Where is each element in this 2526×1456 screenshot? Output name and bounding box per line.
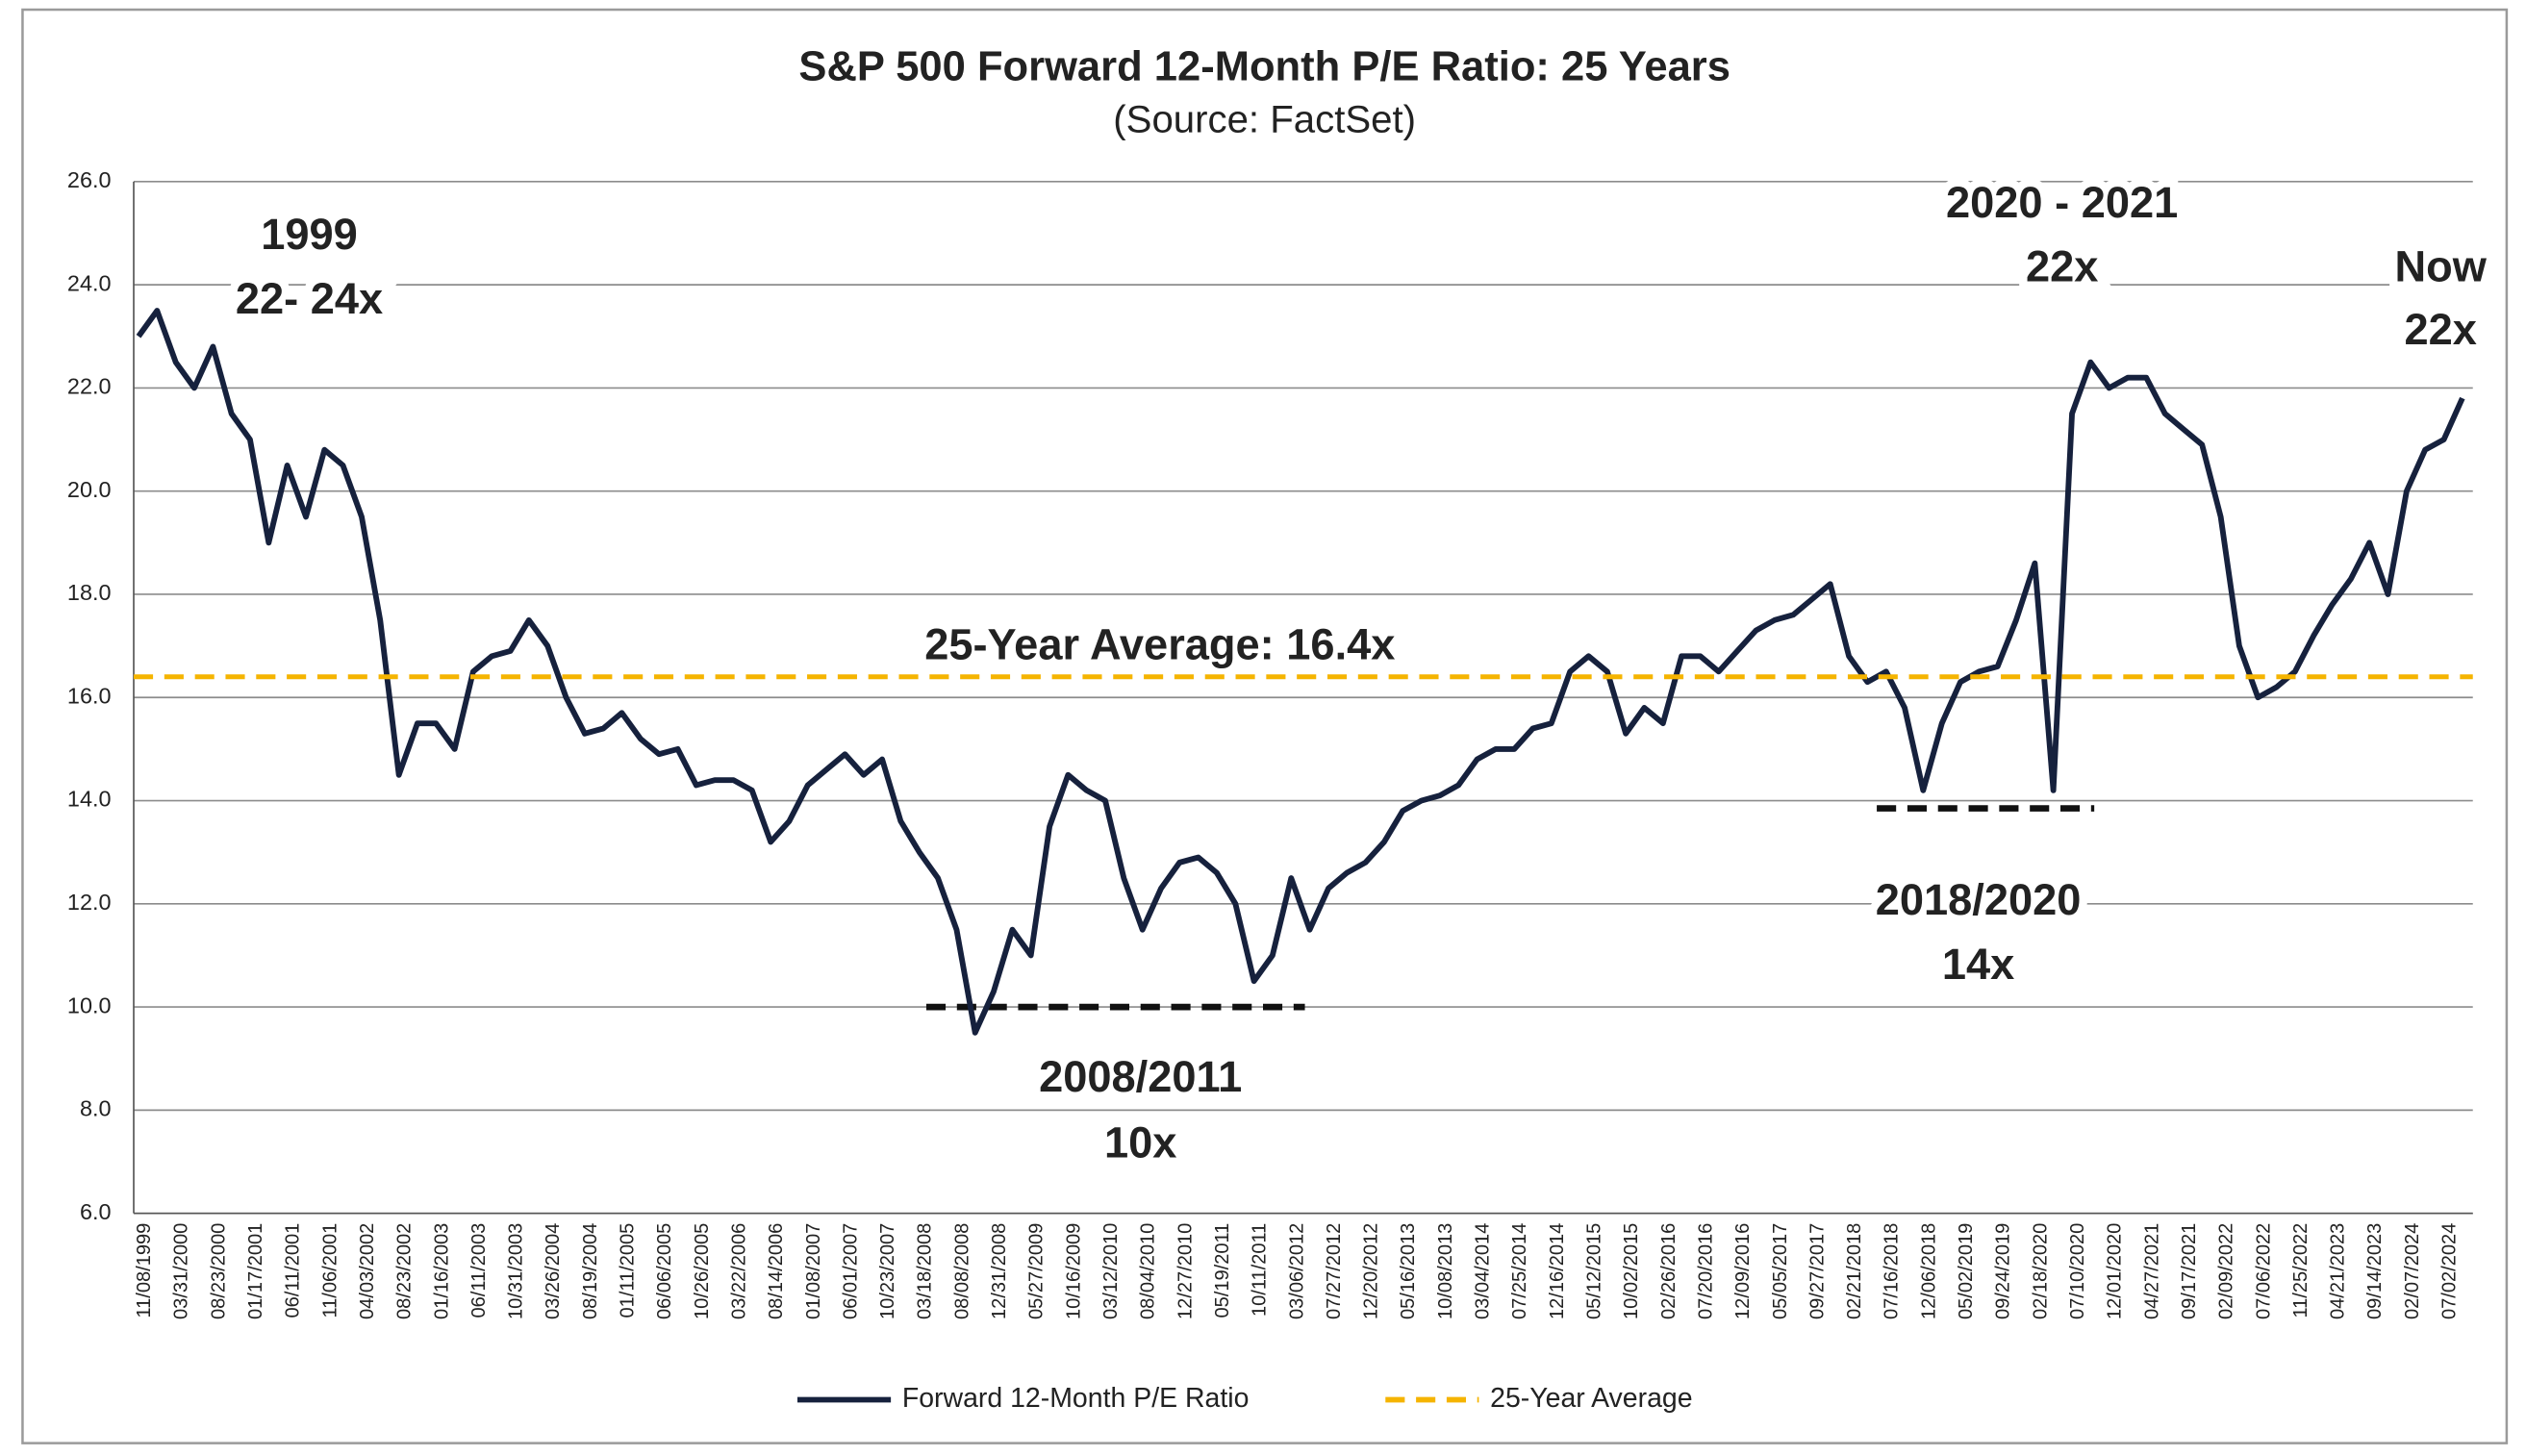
annotation: 22- 24x xyxy=(236,274,383,323)
x-tick-label: 09/24/2019 xyxy=(1993,1223,2014,1319)
x-tick-label: 04/27/2021 xyxy=(2141,1223,2162,1319)
x-tick-label: 03/04/2014 xyxy=(1473,1223,1494,1319)
x-tick-label: 06/11/2003 xyxy=(468,1223,490,1318)
x-tick-label: 06/01/2007 xyxy=(840,1223,861,1319)
x-tick-label: 06/11/2001 xyxy=(283,1223,304,1318)
legend-label: Forward 12-Month P/E Ratio xyxy=(902,1383,1250,1414)
x-tick-label: 06/06/2005 xyxy=(654,1223,675,1319)
x-tick-label: 08/14/2006 xyxy=(766,1223,787,1319)
x-tick-label: 04/03/2002 xyxy=(357,1223,378,1319)
x-tick-label: 07/20/2016 xyxy=(1695,1223,1716,1319)
x-tick-label: 09/27/2017 xyxy=(1806,1223,1828,1319)
x-tick-label: 12/27/2010 xyxy=(1175,1223,1196,1319)
x-tick-label: 10/08/2013 xyxy=(1435,1223,1456,1319)
y-tick-label: 24.0 xyxy=(67,270,112,295)
x-tick-label: 08/23/2002 xyxy=(394,1223,416,1319)
x-tick-label: 10/11/2011 xyxy=(1250,1223,1271,1317)
annotation: 10x xyxy=(1104,1117,1176,1167)
annotation: Now xyxy=(2395,242,2488,291)
x-tick-label: 10/02/2015 xyxy=(1621,1223,1642,1319)
x-tick-label: 02/07/2024 xyxy=(2402,1223,2423,1319)
legend-label: 25-Year Average xyxy=(1490,1383,1692,1414)
x-tick-label: 01/17/2001 xyxy=(245,1223,266,1319)
y-tick-label: 10.0 xyxy=(67,992,112,1017)
y-tick-label: 6.0 xyxy=(80,1199,112,1224)
annotation: 22x xyxy=(2026,242,2098,291)
chart-title: S&P 500 Forward 12-Month P/E Ratio: 25 Y… xyxy=(798,43,1730,89)
x-tick-label: 12/01/2020 xyxy=(2105,1223,2126,1319)
x-tick-label: 05/16/2013 xyxy=(1398,1223,1419,1319)
x-tick-label: 07/27/2012 xyxy=(1324,1223,1345,1319)
x-tick-label: 02/26/2016 xyxy=(1658,1223,1680,1319)
x-tick-label: 10/16/2009 xyxy=(1063,1223,1084,1319)
annotation: 2020 - 2021 xyxy=(1946,178,2178,227)
annotation: 2018/2020 xyxy=(1876,875,2082,924)
annotation: 2008/2011 xyxy=(1039,1052,1242,1101)
x-tick-label: 01/08/2007 xyxy=(803,1223,824,1319)
x-tick-label: 09/14/2023 xyxy=(2364,1223,2386,1319)
x-tick-label: 10/26/2005 xyxy=(692,1223,713,1319)
y-tick-label: 12.0 xyxy=(67,890,112,915)
x-tick-label: 08/04/2010 xyxy=(1138,1223,1159,1319)
y-tick-label: 8.0 xyxy=(80,1096,112,1121)
x-tick-label: 11/06/2001 xyxy=(319,1223,341,1318)
x-tick-label: 12/09/2016 xyxy=(1732,1223,1754,1319)
x-tick-label: 03/18/2008 xyxy=(915,1223,936,1319)
x-tick-label: 07/10/2020 xyxy=(2067,1223,2088,1319)
x-tick-label: 12/20/2012 xyxy=(1361,1223,1382,1319)
x-tick-label: 08/23/2000 xyxy=(208,1223,229,1319)
y-tick-label: 26.0 xyxy=(67,167,112,192)
annotation: 1999 xyxy=(261,210,358,259)
x-tick-label: 10/23/2007 xyxy=(877,1223,898,1319)
x-tick-label: 12/06/2018 xyxy=(1918,1223,1939,1319)
x-tick-label: 05/19/2011 xyxy=(1212,1223,1233,1318)
y-tick-label: 16.0 xyxy=(67,683,112,708)
annotation: 22x xyxy=(2405,305,2477,354)
y-tick-label: 14.0 xyxy=(67,787,112,812)
x-tick-label: 05/27/2009 xyxy=(1026,1223,1048,1319)
x-tick-label: 08/08/2008 xyxy=(951,1223,973,1319)
y-tick-label: 22.0 xyxy=(67,374,112,399)
x-tick-label: 03/22/2006 xyxy=(728,1223,749,1319)
x-tick-label: 07/16/2018 xyxy=(1882,1223,1903,1319)
x-tick-label: 07/06/2022 xyxy=(2253,1223,2274,1319)
x-tick-label: 03/06/2012 xyxy=(1286,1223,1307,1319)
x-tick-label: 03/26/2004 xyxy=(543,1223,564,1319)
pe-line xyxy=(136,308,2465,1036)
x-tick-label: 03/12/2010 xyxy=(1100,1223,1122,1319)
x-tick-label: 07/25/2014 xyxy=(1509,1223,1530,1319)
x-tick-label: 02/18/2020 xyxy=(2030,1223,2051,1319)
x-tick-label: 09/17/2021 xyxy=(2179,1223,2200,1319)
x-tick-label: 12/31/2008 xyxy=(989,1223,1010,1319)
chart-subtitle: (Source: FactSet) xyxy=(1113,98,1416,141)
x-tick-label: 05/05/2017 xyxy=(1770,1223,1791,1319)
x-tick-label: 11/25/2022 xyxy=(2290,1223,2311,1318)
x-tick-label: 02/21/2018 xyxy=(1844,1223,1865,1319)
x-tick-label: 02/09/2022 xyxy=(2216,1223,2237,1319)
x-tick-label: 07/02/2024 xyxy=(2439,1223,2461,1319)
annotation: 25-Year Average: 16.4x xyxy=(924,619,1395,668)
x-tick-label: 05/12/2015 xyxy=(1583,1223,1604,1319)
x-tick-label: 01/16/2003 xyxy=(431,1223,452,1319)
x-tick-label: 03/31/2000 xyxy=(171,1223,192,1319)
x-tick-label: 01/11/2005 xyxy=(618,1223,639,1318)
x-tick-label: 08/19/2004 xyxy=(580,1223,601,1319)
x-tick-label: 10/31/2003 xyxy=(506,1223,527,1319)
x-tick-label: 04/21/2023 xyxy=(2328,1223,2349,1319)
x-tick-label: 12/16/2014 xyxy=(1547,1223,1568,1319)
x-tick-label: 11/08/1999 xyxy=(134,1223,155,1318)
y-tick-label: 20.0 xyxy=(67,477,112,502)
annotation: 14x xyxy=(1942,940,2014,989)
x-tick-label: 05/02/2019 xyxy=(1956,1223,1977,1319)
y-tick-label: 18.0 xyxy=(67,580,112,605)
